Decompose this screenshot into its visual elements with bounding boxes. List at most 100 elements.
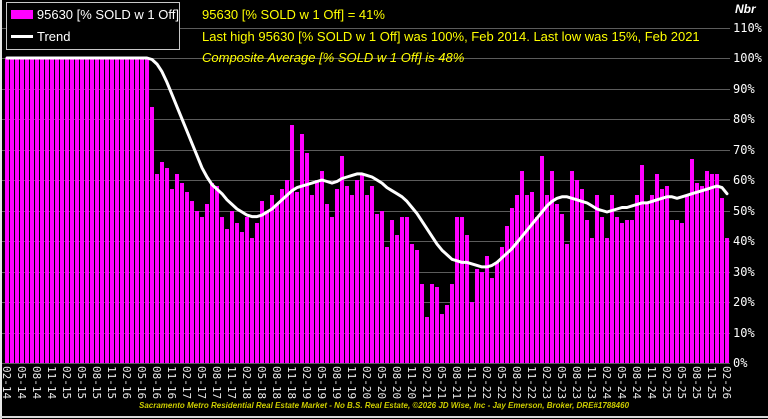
left-border-line	[0, 0, 2, 419]
bar	[445, 305, 449, 363]
bar	[615, 216, 619, 363]
bar	[160, 161, 164, 363]
bar	[120, 58, 124, 363]
bar	[185, 192, 189, 363]
bar	[35, 58, 39, 363]
x-tick-label: 05-20	[375, 366, 388, 400]
bar	[725, 238, 729, 363]
bar	[140, 58, 144, 363]
y-tick-label: 40%	[733, 234, 755, 248]
bar	[530, 192, 534, 363]
y-tick-label: 60%	[733, 173, 755, 187]
bar	[80, 58, 84, 363]
bar	[215, 186, 219, 363]
bar	[320, 170, 324, 363]
bar	[380, 210, 384, 363]
bar	[595, 195, 599, 363]
bar	[155, 173, 159, 363]
bar	[275, 204, 279, 363]
bar	[75, 58, 79, 363]
bar	[590, 238, 594, 363]
chart-annotation: Composite Average [% SOLD w 1 Off] is 48…	[202, 50, 465, 65]
x-tick-label: 05-24	[615, 366, 628, 400]
bar	[310, 195, 314, 363]
y-tick-label: 100%	[733, 51, 762, 65]
legend-row-series: 95630 [% SOLD w 1 Off]	[7, 3, 179, 25]
bar	[145, 58, 149, 363]
y-gridline	[2, 28, 730, 29]
bar	[355, 180, 359, 363]
x-tick-label: 05-14	[15, 366, 28, 400]
bar	[405, 216, 409, 363]
bar	[385, 247, 389, 363]
bar	[365, 195, 369, 363]
bar	[490, 277, 494, 363]
bar	[340, 155, 344, 363]
chart-title: 95630 [% SOLD w 1 Off] = 41%	[202, 7, 385, 22]
x-tick-label: 11-18	[285, 366, 298, 400]
x-tick-label: 02-18	[240, 366, 253, 400]
x-tick-label: 02-20	[360, 366, 373, 400]
series-swatch-icon	[11, 9, 33, 19]
bar	[220, 216, 224, 363]
y-tick-label: 30%	[733, 265, 755, 279]
bar	[620, 222, 624, 363]
bar	[430, 283, 434, 363]
trend-line-icon	[11, 34, 33, 38]
bar	[680, 222, 684, 363]
x-tick-label: 02-25	[660, 366, 673, 400]
bar	[315, 180, 319, 363]
bar	[285, 180, 289, 363]
bar	[575, 180, 579, 363]
x-tick-label: 11-21	[465, 366, 478, 400]
bar	[15, 58, 19, 363]
bar	[190, 201, 194, 363]
y-gridline	[2, 363, 730, 364]
bar	[685, 195, 689, 363]
bar	[535, 216, 539, 363]
trend-line	[5, 56, 729, 269]
x-tick-label: 02-16	[120, 366, 133, 400]
bar	[370, 186, 374, 363]
x-tick-label: 02-22	[480, 366, 493, 400]
bar	[330, 216, 334, 363]
x-tick-label: 08-18	[270, 366, 283, 400]
bar	[200, 216, 204, 363]
bar	[635, 195, 639, 363]
bar	[20, 58, 24, 363]
bar	[655, 173, 659, 363]
bar	[525, 195, 529, 363]
bar	[280, 189, 284, 363]
bar	[460, 216, 464, 363]
bar	[85, 58, 89, 363]
bar	[135, 58, 139, 363]
bar	[325, 204, 329, 363]
bar	[610, 195, 614, 363]
bar	[245, 216, 249, 363]
bar	[25, 58, 29, 363]
bar	[125, 58, 129, 363]
bar	[720, 198, 724, 363]
y-tick-label: 50%	[733, 204, 755, 218]
x-tick-label: 05-21	[435, 366, 448, 400]
y-gridline	[2, 150, 730, 151]
bar	[60, 58, 64, 363]
x-tick-label: 05-18	[255, 366, 268, 400]
bar	[250, 238, 254, 363]
y-tick-label: 80%	[733, 112, 755, 126]
x-tick-label: 05-23	[555, 366, 568, 400]
bar	[470, 302, 474, 363]
y-tick-label: 70%	[733, 143, 755, 157]
bar	[540, 155, 544, 363]
x-tick-label: 02-19	[300, 366, 313, 400]
bar	[645, 204, 649, 363]
y-tick-label: 0%	[733, 356, 748, 370]
bar	[495, 262, 499, 363]
x-tick-label: 11-22	[525, 366, 538, 400]
bar	[400, 216, 404, 363]
y-gridline	[2, 180, 730, 181]
y-tick-label: 10%	[733, 326, 755, 340]
bar	[260, 201, 264, 363]
bar	[475, 268, 479, 363]
bar	[465, 234, 469, 363]
